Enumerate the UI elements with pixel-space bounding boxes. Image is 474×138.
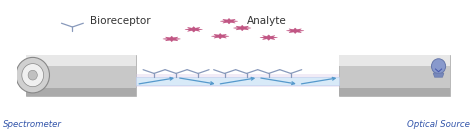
Text: Analyte: Analyte <box>246 16 286 26</box>
Bar <box>26 55 137 96</box>
Polygon shape <box>163 36 181 42</box>
Bar <box>137 77 339 85</box>
FancyBboxPatch shape <box>137 75 339 87</box>
Polygon shape <box>185 27 202 32</box>
Text: Bioreceptor: Bioreceptor <box>90 16 151 26</box>
Bar <box>26 88 137 96</box>
Text: Optical Source: Optical Source <box>407 120 470 128</box>
Bar <box>339 88 449 96</box>
Polygon shape <box>211 34 229 39</box>
Bar <box>339 55 449 96</box>
Bar <box>339 55 449 66</box>
Text: Spectrometer: Spectrometer <box>3 120 62 128</box>
Ellipse shape <box>431 59 446 74</box>
Ellipse shape <box>28 70 37 80</box>
Ellipse shape <box>22 64 44 87</box>
Bar <box>26 55 137 66</box>
Polygon shape <box>220 18 238 24</box>
Polygon shape <box>260 35 278 40</box>
Ellipse shape <box>16 57 49 93</box>
Polygon shape <box>433 73 444 77</box>
Polygon shape <box>286 28 304 34</box>
Polygon shape <box>233 25 251 31</box>
